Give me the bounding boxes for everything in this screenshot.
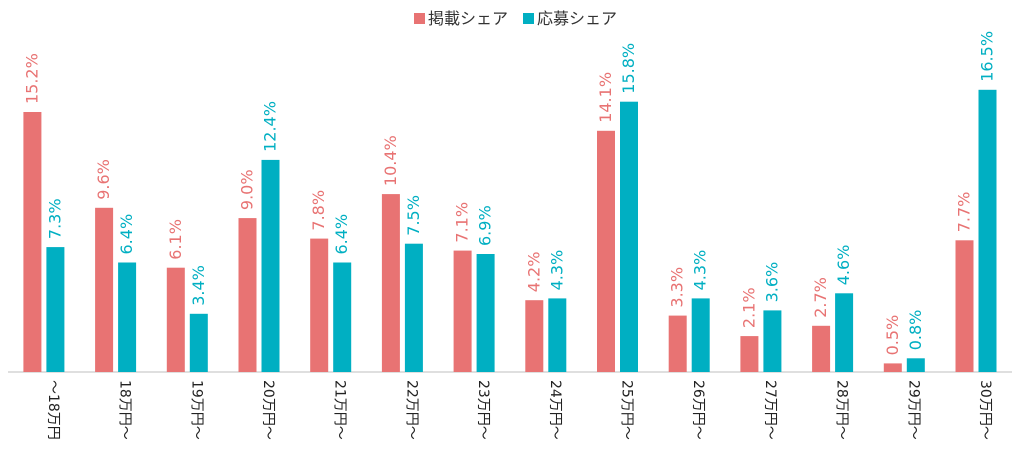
value-label-application-share-11: 4.6% bbox=[834, 245, 853, 286]
value-label-listing-share-11: 2.7% bbox=[811, 277, 830, 318]
bar-application-share-11 bbox=[835, 293, 854, 372]
value-label-application-share-8: 15.8% bbox=[619, 43, 638, 94]
bar-listing-share-7 bbox=[525, 300, 544, 372]
value-label-application-share-3: 12.4% bbox=[261, 101, 280, 152]
x-tick-label-1: 18万円～ bbox=[117, 380, 133, 440]
legend-swatch-listing-share bbox=[414, 13, 425, 24]
value-labels-layer: 15.2%7.3%9.6%6.4% 6.1%3.4%9.0%12.4%7.8%6.… bbox=[22, 31, 996, 355]
bar-listing-share-2 bbox=[166, 267, 185, 372]
legend-label-listing-share: 掲載シェア bbox=[428, 9, 508, 28]
bar-application-share-2 bbox=[189, 313, 208, 372]
x-tick-label-6: 23万円～ bbox=[475, 380, 491, 440]
value-label-listing-share-5: 10.4% bbox=[381, 135, 400, 186]
x-tick-label-5: 22万円～ bbox=[403, 380, 419, 440]
value-label-listing-share-3: 9.0% bbox=[238, 169, 257, 210]
bar-application-share-6 bbox=[476, 254, 495, 372]
value-label-application-share-2: 3.4% bbox=[189, 265, 208, 306]
legend: 掲載シェア 応募シェア bbox=[414, 9, 617, 28]
value-label-listing-share-1: 9.6% bbox=[94, 159, 113, 200]
value-label-listing-share-10: 2.1% bbox=[739, 287, 758, 328]
bar-application-share-5 bbox=[404, 243, 423, 372]
bars-layer bbox=[23, 89, 997, 373]
value-label-application-share-5: 7.5% bbox=[404, 195, 423, 236]
x-tick-label-13: 30万円～ bbox=[977, 380, 993, 440]
bar-listing-share-6 bbox=[453, 250, 472, 372]
x-tick-label-7: 24万円～ bbox=[547, 380, 563, 440]
bar-application-share-13 bbox=[978, 89, 997, 373]
bar-application-share-12 bbox=[906, 358, 925, 372]
value-label-listing-share-2: 6.1% bbox=[166, 219, 185, 260]
bar-application-share-7 bbox=[548, 298, 567, 372]
value-label-application-share-1: 6.4% bbox=[117, 214, 136, 255]
bar-application-share-4 bbox=[333, 262, 352, 372]
value-label-listing-share-7: 4.2% bbox=[524, 252, 543, 293]
bar-listing-share-0 bbox=[23, 112, 42, 372]
value-label-listing-share-6: 7.1% bbox=[453, 202, 472, 243]
value-label-listing-share-13: 7.7% bbox=[955, 192, 974, 233]
value-label-application-share-12: 0.8% bbox=[906, 310, 925, 351]
bar-listing-share-13 bbox=[955, 240, 974, 372]
value-label-listing-share-4: 7.8% bbox=[309, 190, 328, 231]
x-tick-label-4: 21万円～ bbox=[332, 380, 348, 440]
value-label-application-share-4: 6.4% bbox=[332, 214, 351, 255]
x-tick-label-8: 25万円～ bbox=[619, 380, 635, 440]
x-tick-label-2: 19万円～ bbox=[188, 380, 204, 440]
value-label-application-share-0: 7.3% bbox=[45, 198, 64, 239]
bar-application-share-3 bbox=[261, 159, 280, 372]
value-label-listing-share-0: 15.2% bbox=[22, 53, 41, 104]
value-label-listing-share-8: 14.1% bbox=[596, 72, 615, 123]
x-tick-label-12: 29万円～ bbox=[905, 380, 921, 440]
bar-listing-share-5 bbox=[381, 194, 400, 372]
bar-application-share-1 bbox=[118, 262, 137, 372]
legend-swatch-application-share bbox=[523, 13, 534, 24]
bar-listing-share-12 bbox=[883, 363, 902, 372]
bar-listing-share-9 bbox=[668, 315, 687, 372]
bar-listing-share-3 bbox=[238, 218, 257, 372]
bar-application-share-9 bbox=[691, 298, 710, 372]
x-tick-label-0: ～18万円 bbox=[45, 380, 61, 440]
x-tick-label-11: 28万円～ bbox=[834, 380, 850, 440]
bar-listing-share-11 bbox=[812, 325, 831, 372]
bar-application-share-10 bbox=[763, 310, 782, 372]
legend-label-application-share: 応募シェア bbox=[537, 9, 617, 28]
bar-listing-share-8 bbox=[597, 130, 615, 372]
value-label-application-share-9: 4.3% bbox=[691, 250, 710, 291]
x-tick-labels-layer: ～18万円 18万円～ 19万円～ 20万円～ 21万円～ 22万円～ 23万円～ 24万円～… bbox=[45, 380, 993, 440]
bar-application-share-8 bbox=[620, 101, 638, 372]
value-label-listing-share-9: 3.3% bbox=[668, 267, 687, 308]
x-tick-label-9: 26万円～ bbox=[690, 380, 706, 440]
x-tick-label-3: 20万円～ bbox=[260, 380, 276, 440]
bar-application-share-0 bbox=[46, 247, 65, 372]
x-tick-label-10: 27万円～ bbox=[762, 380, 778, 440]
bar-listing-share-1 bbox=[95, 207, 114, 372]
value-label-application-share-13: 16.5% bbox=[978, 31, 997, 82]
value-label-application-share-7: 4.3% bbox=[547, 250, 566, 291]
bar-listing-share-10 bbox=[740, 336, 759, 372]
value-label-listing-share-12: 0.5% bbox=[883, 315, 902, 356]
bar-listing-share-4 bbox=[310, 238, 329, 372]
value-label-application-share-10: 3.6% bbox=[762, 262, 781, 303]
value-label-application-share-6: 6.9% bbox=[476, 205, 495, 246]
